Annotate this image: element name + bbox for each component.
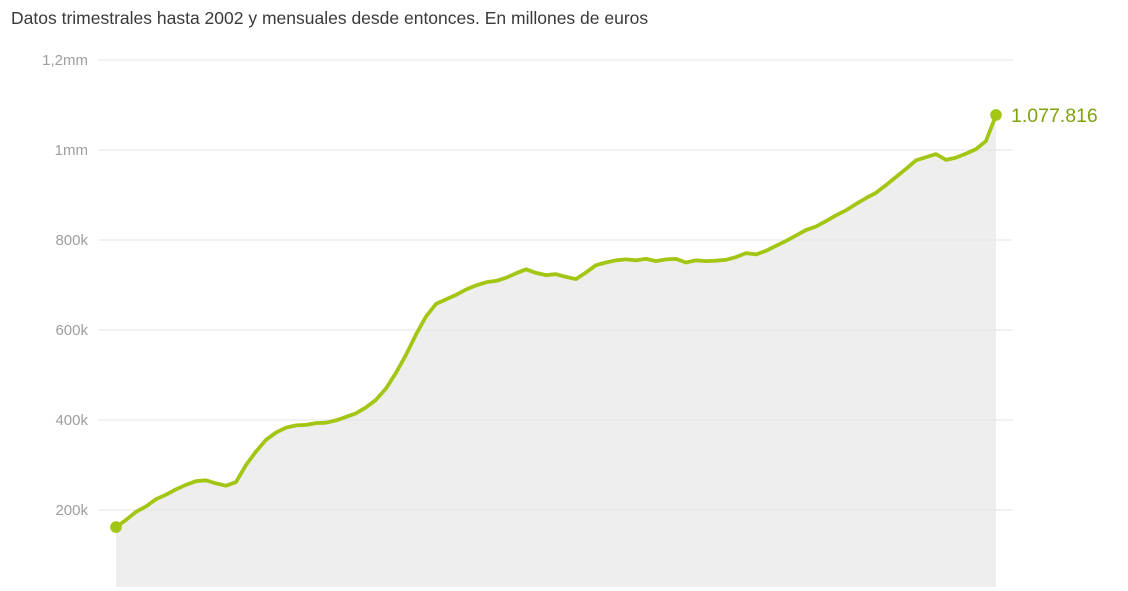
- series-end-marker: [990, 109, 1002, 121]
- gridlines: [98, 59, 1013, 511]
- chart-subtitle: Datos trimestrales hasta 2002 y mensuale…: [11, 8, 649, 28]
- area-fill: [116, 115, 996, 587]
- last-value-label: 1.077.816: [1011, 105, 1098, 127]
- y-tick-400k: 400k: [55, 412, 88, 429]
- y-tick-1,2mm: 1,2mm: [42, 52, 88, 69]
- debt-line: [114, 113, 998, 529]
- y-tick-800k: 800k: [55, 232, 88, 249]
- y-axis-labels: 1,2mm 1mm 800k 600k 400k 200k: [42, 52, 88, 519]
- y-tick-1mm: 1mm: [55, 142, 88, 159]
- y-tick-200k: 200k: [55, 502, 88, 519]
- series-start-marker: [110, 521, 122, 533]
- y-tick-600k: 600k: [55, 322, 88, 339]
